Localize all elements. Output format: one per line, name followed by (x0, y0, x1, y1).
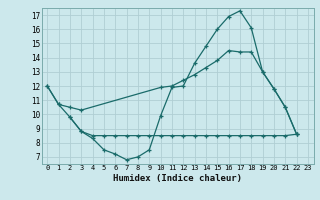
X-axis label: Humidex (Indice chaleur): Humidex (Indice chaleur) (113, 174, 242, 183)
